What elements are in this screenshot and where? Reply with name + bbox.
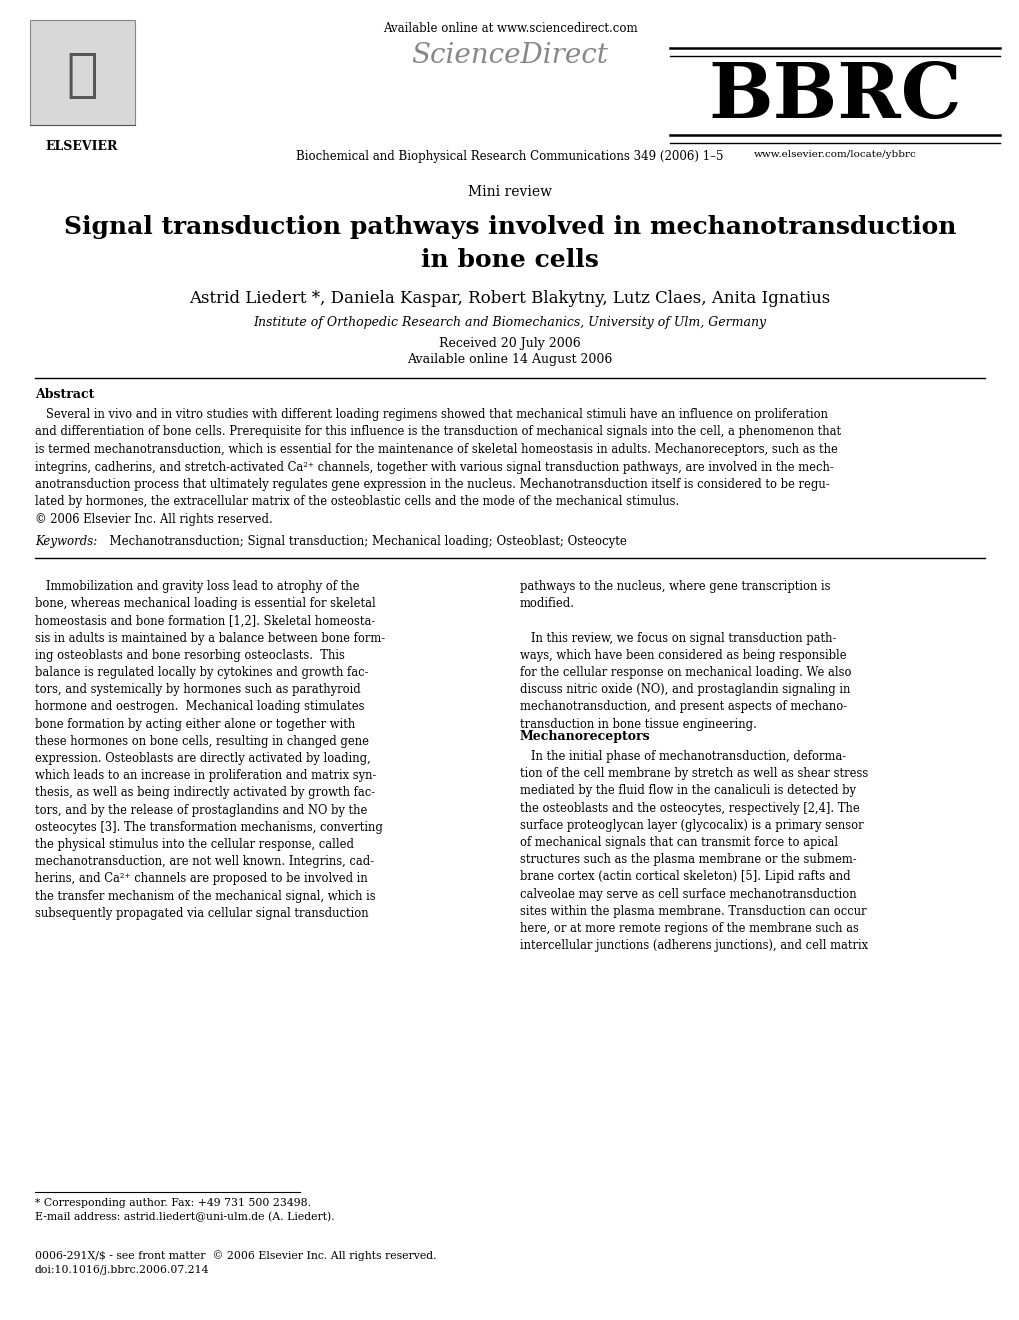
FancyBboxPatch shape [30, 20, 135, 125]
Text: Signal transduction pathways involved in mechanotransduction: Signal transduction pathways involved in… [63, 215, 956, 239]
Text: ScienceDirect: ScienceDirect [411, 42, 608, 69]
Text: Biochemical and Biophysical Research Communications 349 (2006) 1–5: Biochemical and Biophysical Research Com… [296, 150, 723, 162]
Text: E-mail address: astrid.liedert@uni-ulm.de (A. Liedert).: E-mail address: astrid.liedert@uni-ulm.d… [35, 1212, 334, 1222]
Text: Mechanoreceptors: Mechanoreceptors [520, 730, 650, 743]
Text: Astrid Liedert *, Daniela Kaspar, Robert Blakytny, Lutz Claes, Anita Ignatius: Astrid Liedert *, Daniela Kaspar, Robert… [190, 290, 829, 308]
Text: Received 20 July 2006: Received 20 July 2006 [439, 337, 580, 350]
Text: * Corresponding author. Fax: +49 731 500 23498.: * Corresponding author. Fax: +49 731 500… [35, 1199, 311, 1208]
Text: Mini review: Mini review [468, 185, 551, 199]
Text: Available online 14 August 2006: Available online 14 August 2006 [407, 352, 612, 366]
Text: Institute of Orthopedic Research and Biomechanics, University of Ulm, Germany: Institute of Orthopedic Research and Bio… [253, 315, 766, 329]
Text: Several in vivo and in vitro studies with different loading regimens showed that: Several in vivo and in vitro studies wit… [35, 408, 841, 525]
Text: 🌲: 🌲 [66, 49, 98, 102]
Text: Keywords:: Keywords: [35, 535, 97, 548]
Text: in bone cells: in bone cells [421, 248, 598, 272]
Text: 0006-291X/$ - see front matter  © 2006 Elsevier Inc. All rights reserved.
doi:10: 0006-291X/$ - see front matter © 2006 El… [35, 1250, 436, 1275]
Text: Mechanotransduction; Signal transduction; Mechanical loading; Osteoblast; Osteoc: Mechanotransduction; Signal transduction… [102, 535, 627, 548]
Text: www.elsevier.com/locate/ybbrc: www.elsevier.com/locate/ybbrc [753, 150, 915, 158]
Text: Immobilization and gravity loss lead to atrophy of the
bone, whereas mechanical : Immobilization and gravity loss lead to … [35, 579, 385, 920]
Text: pathways to the nucleus, where gene transcription is
modified.

   In this revie: pathways to the nucleus, where gene tran… [520, 579, 851, 730]
Text: Available online at www.sciencedirect.com: Available online at www.sciencedirect.co… [382, 22, 637, 36]
Text: ELSEVIER: ELSEVIER [46, 140, 118, 153]
Text: Abstract: Abstract [35, 388, 95, 401]
Text: BBRC: BBRC [707, 59, 961, 135]
Text: In the initial phase of mechanotransduction, deforma-
tion of the cell membrane : In the initial phase of mechanotransduct… [520, 750, 867, 952]
